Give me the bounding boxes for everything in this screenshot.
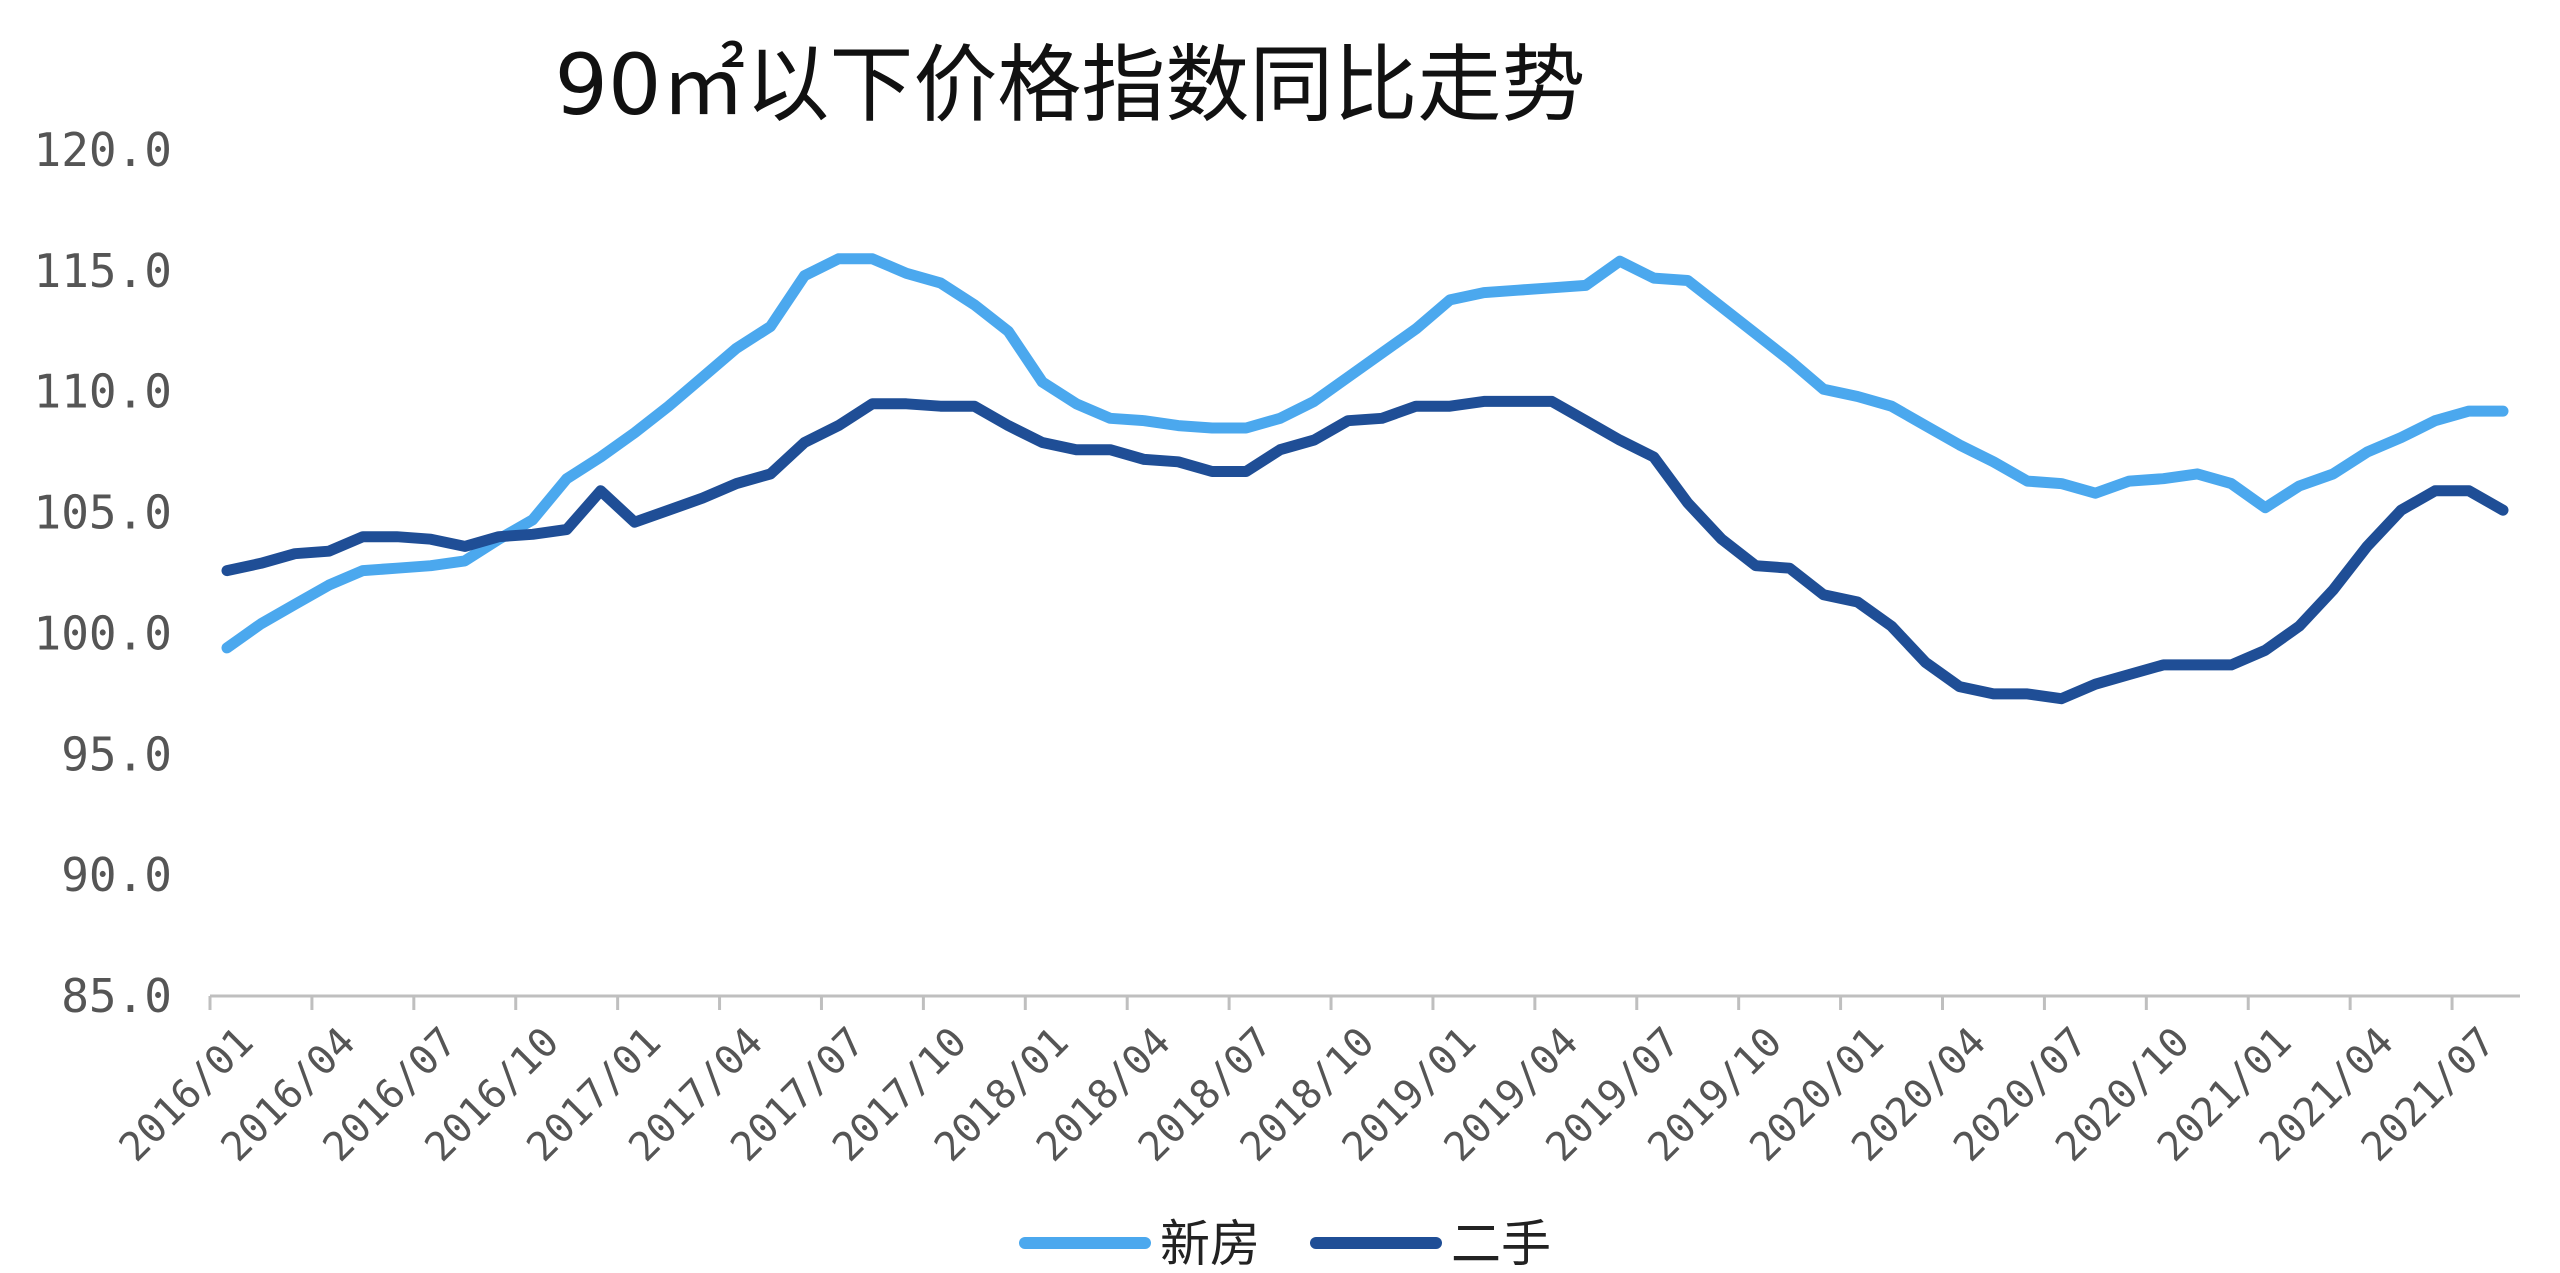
y-tick-label: 95.0 [61,727,172,781]
series-line-ershou [221,395,2509,705]
y-tick-label: 105.0 [34,486,172,540]
x-axis-tick-marks [208,996,2454,1010]
y-tick-label: 115.0 [34,244,172,298]
legend-label-xinfang: 新房 [1160,1215,1260,1273]
y-tick-label: 120.0 [34,123,172,177]
y-tick-label: 110.0 [34,365,172,419]
y-tick-label: 90.0 [61,848,172,902]
legend-label-ershou: 二手 [1451,1215,1551,1273]
y-axis-ticks: 120.0 115.0 110.0 105.0 100.0 95.0 90.0 85.0 [34,123,172,1023]
y-tick-label: 85.0 [61,969,172,1023]
x-axis-ticks: 2016/012016/042016/072016/102017/012017/… [111,1019,2505,1171]
legend: 新房 二手 [1019,1215,1551,1273]
y-tick-label: 100.0 [34,606,172,660]
chart-title: 90㎡以下价格指数同比走势 [554,36,1586,134]
series-line-xinfang [221,253,2509,654]
series-lines [221,253,2509,705]
